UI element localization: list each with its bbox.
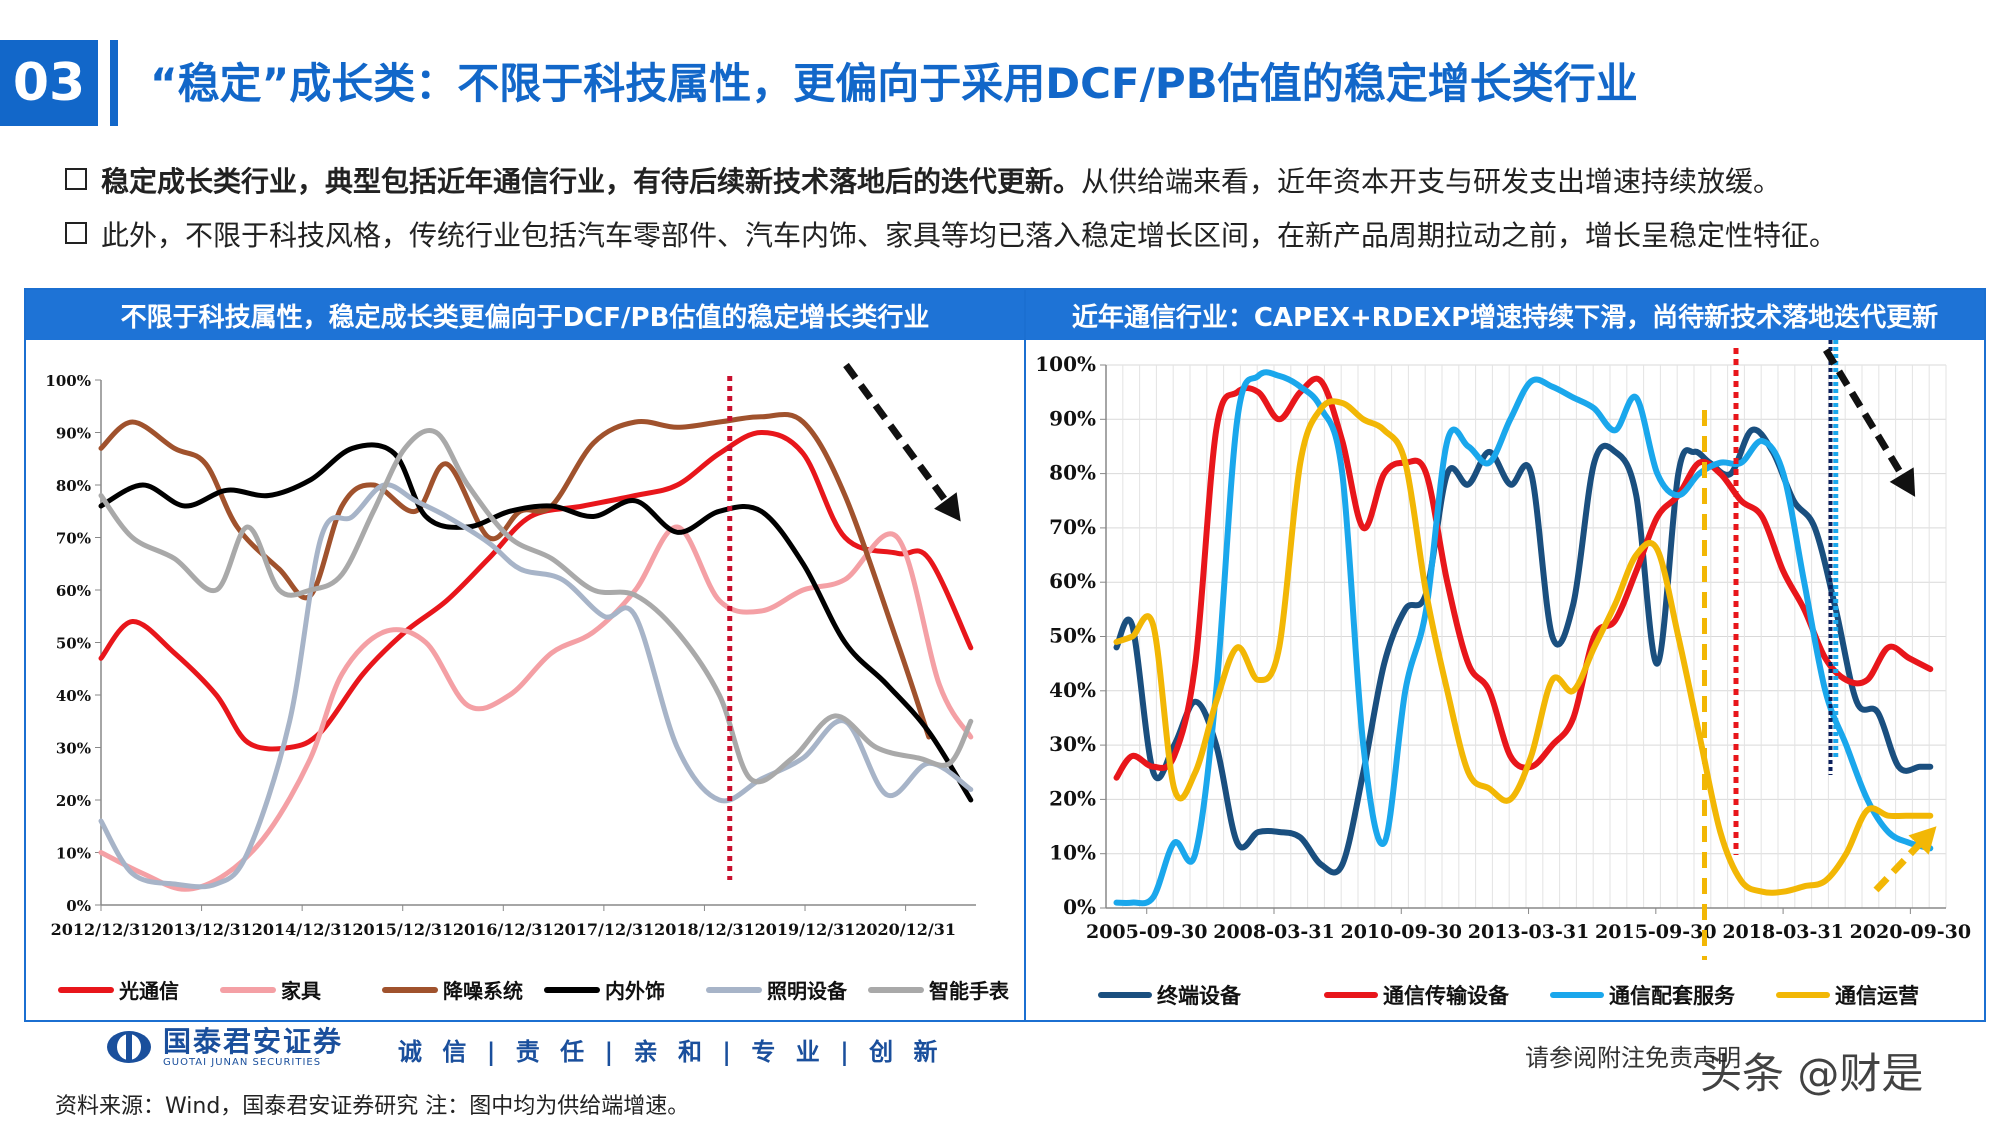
- x-tick-label: 2005-09-30: [1086, 921, 1208, 943]
- source-note: 资料来源：Wind，国泰君安证券研究 注：图中均为供给端增速。: [55, 1094, 690, 1119]
- logo-name-en: GUOTAI JUNAN SECURITIES: [163, 1056, 322, 1068]
- legend-label-3: 降噪系统: [443, 979, 523, 1003]
- x-tick-label: 2020/12/31: [855, 920, 956, 939]
- trend-arrow-1: [1823, 348, 1914, 492]
- x-tick-label: 2014/12/31: [252, 920, 353, 939]
- x-tick-label: 2019/12/31: [755, 920, 856, 939]
- disclaimer-note: 请参阅附注免责声明: [1525, 1044, 1741, 1072]
- section-divider: [110, 40, 118, 126]
- logo-emblem-icon: [107, 1031, 151, 1063]
- y-tick-label: 50%: [56, 635, 91, 653]
- left-chart-panel: 不限于科技属性，稳定成长类更偏向于DCF/PB估值的稳定增长类行业 0% 10% 2…: [24, 288, 1026, 1022]
- company-motto: 诚 信 | 责 任 | 亲 和 | 专 业 | 创 新: [398, 1037, 944, 1066]
- y-tick-label: 80%: [1049, 461, 1096, 485]
- y-tick-label: 0%: [1063, 895, 1096, 919]
- y-tick-label: 10%: [56, 845, 91, 863]
- logo-name-cn: 国泰君安证券: [163, 1024, 344, 1058]
- legend-label-6: 智能手表: [929, 979, 1010, 1003]
- trend-arrow-1: [843, 362, 959, 518]
- legend-label-1: 终端设备: [1157, 983, 1242, 1008]
- section-number: 03: [0, 40, 98, 126]
- bullet-1-text: 从供给端来看，近年资本开支与研发支出增速持续放缓。: [1081, 165, 1782, 198]
- y-tick-label: 90%: [1049, 406, 1096, 430]
- trend-arrow-2-head: [1908, 826, 1937, 855]
- trend-arrow-1-head: [1889, 467, 1916, 497]
- y-tick-label: 10%: [1049, 841, 1096, 865]
- x-tick-label: 2016/12/31: [453, 920, 554, 939]
- series-line-1: [98, 430, 974, 752]
- series-line-6: [98, 428, 974, 785]
- bullet-square-icon: [65, 168, 87, 190]
- page-title: “稳定”成长类：不限于科技属性，更偏向于采用DCF/PB估值的稳定增长类行业: [150, 59, 1638, 108]
- legend-label-5: 照明设备: [767, 979, 848, 1003]
- x-tick-label: 2018/12/31: [654, 920, 755, 939]
- series-line-3: [1113, 369, 1934, 907]
- company-logo: 国泰君安证券 GUOTAI JUNAN SECURITIES: [105, 1022, 343, 1072]
- bullet-2-text: 此外，不限于科技风格，传统行业包括汽车零部件、汽车内饰、家具等均已落入稳定增长区…: [101, 219, 1838, 252]
- series-line-4: [98, 442, 974, 803]
- y-tick-label: 40%: [1049, 678, 1096, 702]
- series-line-5: [98, 482, 974, 890]
- bullet-2: 此外，不限于科技风格，传统行业包括汽车零部件、汽车内饰、家具等均已落入稳定增长区…: [65, 214, 1837, 254]
- x-tick-label: 2015/12/31: [352, 920, 453, 939]
- left-chart: 0% 10% 20% 30% 40% 50% 60% 70% 80% 90% 100% 2012/12…: [45, 362, 1010, 1003]
- series-line-4: [1113, 398, 1934, 896]
- y-tick-label: 90%: [56, 425, 91, 443]
- right-chart-title: 近年通信行业：CAPEX+RDEXP增速持续下滑，尚待新技术落地迭代更新: [1026, 290, 1984, 340]
- series-line-2: [98, 524, 974, 892]
- watermark: 头条 @财是: [1700, 1049, 1924, 1098]
- y-tick-label: 40%: [56, 687, 91, 705]
- left-chart-title: 不限于科技属性，稳定成长类更偏向于DCF/PB估值的稳定增长类行业: [26, 290, 1024, 340]
- y-tick-label: 20%: [56, 792, 91, 810]
- legend-label-1: 光通信: [118, 979, 179, 1003]
- x-tick-label: 2010-09-30: [1340, 921, 1462, 943]
- bullet-1-bold: 稳定成长类行业，典型包括近年通信行业，有待后续新技术落地后的迭代更新。: [101, 165, 1082, 198]
- legend-label-2: 家具: [281, 979, 321, 1003]
- y-tick-label: 60%: [56, 582, 91, 600]
- y-tick-label: 100%: [45, 372, 91, 390]
- y-tick-label: 100%: [1035, 352, 1096, 376]
- legend-label-4: 内外饰: [605, 979, 665, 1003]
- y-tick-label: 50%: [1049, 624, 1096, 648]
- y-tick-label: 70%: [1049, 515, 1096, 539]
- y-tick-label: 20%: [1049, 786, 1096, 810]
- x-tick-label: 2012/12/31: [51, 920, 152, 939]
- trend-arrow-2: [1873, 829, 1934, 893]
- trend-arrow-1-head: [934, 492, 961, 522]
- bullet-square-icon: [65, 222, 87, 244]
- x-tick-label: 2015-09-30: [1595, 921, 1717, 943]
- series-line-3: [98, 411, 932, 740]
- series-line-2: [1113, 375, 1934, 781]
- y-tick-label: 30%: [56, 740, 91, 758]
- y-tick-label: 0%: [66, 897, 91, 915]
- x-tick-label: 2020-09-30: [1850, 921, 1972, 943]
- y-tick-label: 30%: [1049, 732, 1096, 756]
- x-tick-label: 2008-03-31: [1213, 921, 1335, 943]
- bullet-1: 稳定成长类行业，典型包括近年通信行业，有待后续新技术落地后的迭代更新。从供给端来…: [65, 160, 1781, 200]
- y-tick-label: 70%: [56, 530, 91, 548]
- legend-label-4: 通信运营: [1835, 983, 1919, 1008]
- y-tick-label: 60%: [1049, 569, 1096, 593]
- right-chart-panel: 近年通信行业：CAPEX+RDEXP增速持续下滑，尚待新技术落地迭代更新 0% 1…: [1024, 288, 1986, 1022]
- right-chart: 0% 10% 20% 30% 40% 50% 60% 70% 80% 90% 100% 2005-09…: [1035, 340, 1972, 1008]
- y-tick-label: 80%: [56, 477, 91, 495]
- x-tick-label: 2013-03-31: [1468, 921, 1590, 943]
- x-tick-label: 2017/12/31: [553, 920, 654, 939]
- legend-label-3: 通信配套服务: [1609, 983, 1736, 1008]
- x-tick-label: 2013/12/31: [151, 920, 252, 939]
- x-tick-label: 2018-03-31: [1722, 921, 1844, 943]
- series-line-1: [1113, 426, 1934, 876]
- legend-label-2: 通信传输设备: [1383, 983, 1510, 1008]
